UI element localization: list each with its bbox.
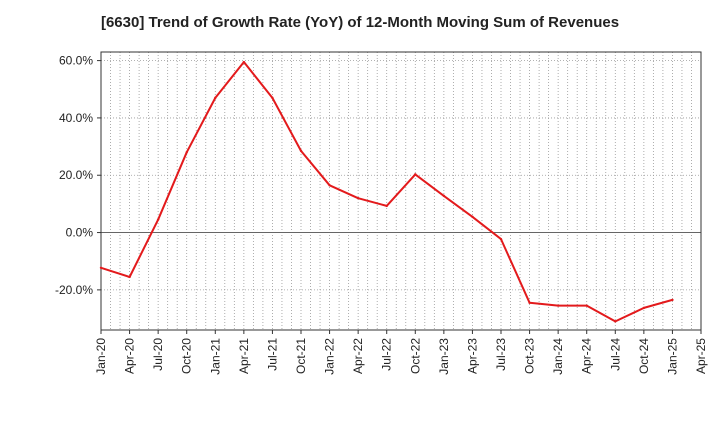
y-tick-label: 0.0%: [66, 226, 94, 240]
x-tick-label: Oct-20: [180, 338, 194, 374]
data-point: [414, 173, 417, 176]
data-point: [442, 194, 446, 198]
data-point: [385, 204, 388, 208]
data-point: [356, 196, 360, 200]
data-point: [156, 218, 160, 221]
chart-title: [6630] Trend of Growth Rate (YoY) of 12-…: [100, 14, 620, 31]
data-point: [271, 96, 274, 100]
y-tick-label: -20.0%: [55, 283, 93, 297]
y-tick-label: 60.0%: [59, 54, 93, 68]
x-tick-label: Jul-22: [380, 338, 394, 371]
data-point: [585, 304, 588, 307]
plot-frame: [100, 51, 702, 331]
data-point: [185, 151, 188, 154]
data-point: [614, 320, 617, 323]
data-point: [328, 184, 331, 187]
x-tick-label: Apr-23: [465, 338, 479, 374]
x-tick-label: Jul-21: [265, 338, 279, 371]
x-tick-label: Oct-24: [637, 338, 651, 374]
x-tick-label: Jan-21: [208, 338, 222, 375]
x-tick-label: Jan-23: [437, 338, 451, 375]
x-tick-label: Oct-21: [294, 338, 308, 374]
x-tick-label: Apr-24: [580, 338, 594, 374]
x-tick-label: Jul-23: [494, 338, 508, 371]
x-tick-label: Oct-23: [523, 338, 537, 374]
x-tick-label: Jan-20: [94, 338, 108, 375]
x-tick-label: Jan-22: [323, 338, 337, 375]
data-point: [214, 96, 217, 100]
data-point: [528, 301, 531, 304]
data-point: [471, 215, 474, 218]
x-tick-label: Apr-25: [694, 338, 708, 374]
data-point: [128, 275, 131, 279]
data-point: [242, 60, 246, 64]
data-point: [499, 237, 503, 241]
y-tick-label: 40.0%: [59, 111, 93, 125]
data-point: [671, 298, 674, 302]
data-point: [99, 266, 103, 270]
data-point: [556, 304, 560, 307]
x-tick-label: Oct-22: [408, 338, 422, 374]
x-tick-label: Jul-20: [151, 338, 165, 371]
data-point: [299, 149, 303, 153]
x-tick-label: Jan-25: [665, 338, 679, 375]
x-tick-label: Apr-21: [237, 338, 251, 374]
y-tick-label: 20.0%: [59, 168, 93, 182]
x-tick-label: Apr-22: [351, 338, 365, 374]
data-point: [642, 306, 646, 310]
x-tick-label: Apr-20: [123, 338, 137, 374]
x-tick-label: Jul-24: [608, 338, 622, 371]
x-tick-label: Jan-24: [551, 338, 565, 375]
